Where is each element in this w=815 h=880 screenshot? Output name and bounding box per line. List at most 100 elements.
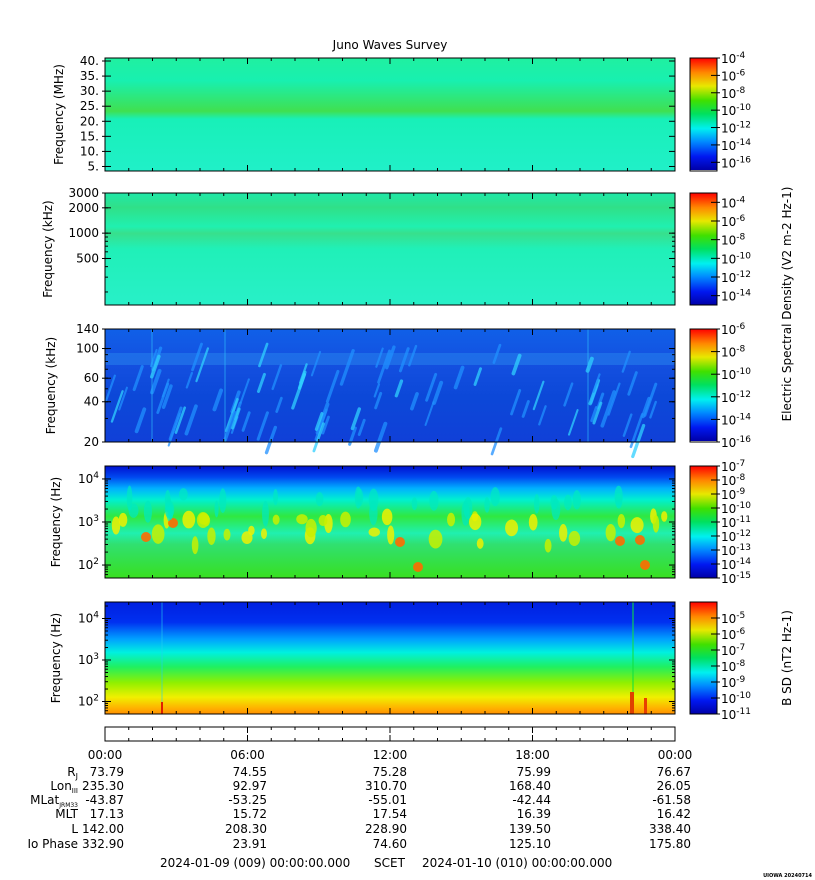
blob <box>354 486 362 509</box>
ytick-label: 104 <box>78 611 99 626</box>
cb-tick-label: 10-14 <box>721 138 751 153</box>
blob <box>615 493 623 509</box>
blob <box>490 487 500 507</box>
blob <box>617 513 626 529</box>
ytick-label: 1000 <box>68 226 99 240</box>
ephem-value: 125.10 <box>509 837 551 851</box>
blob <box>411 497 418 511</box>
ephem-value: 332.90 <box>82 837 124 851</box>
ephem-value: -61.58 <box>652 793 691 807</box>
cb-tick-label: 10-10 <box>721 251 751 266</box>
blob-hot <box>395 537 405 547</box>
streak <box>314 408 328 441</box>
streak <box>373 421 388 453</box>
cb-tick-label: 10-8 <box>721 473 746 488</box>
cb-tick-label: 10-9 <box>721 675 746 690</box>
blob <box>196 511 210 529</box>
streak <box>321 415 330 435</box>
cb-tick-label: 10-12 <box>721 121 751 136</box>
streak <box>310 350 322 377</box>
blob <box>630 517 644 534</box>
ytick-label: 500 <box>76 251 99 265</box>
colorbar-5-scale <box>690 602 717 714</box>
cb-tick-label: 10-10 <box>721 501 751 516</box>
streak <box>161 384 173 409</box>
colorbar-2-scale <box>690 193 717 305</box>
cb-ticks-2: 10-4 10-6 10-8 10-10 10-12 10-14 <box>689 192 751 306</box>
streak <box>256 411 269 441</box>
magnetic-colorbar-label: B SD (nT2 Hz-1) <box>780 610 794 706</box>
ephem-value: 23.91 <box>233 837 267 851</box>
cb-ticks-3: 10-6 10-8 10-10 10-12 10-14 10-16 <box>689 322 751 450</box>
ephem-value: 208.30 <box>225 822 267 836</box>
cb-frame <box>689 328 718 443</box>
streak <box>239 378 250 404</box>
ytick-label: 104 <box>78 471 99 486</box>
ephem-value: 26.05 <box>657 779 691 793</box>
ephem-value: -42.44 <box>512 793 551 807</box>
streak <box>473 367 482 386</box>
blob <box>661 511 668 522</box>
streak <box>592 373 601 393</box>
time-labels: 00:00 06:00 12:00 18:00 00:00 <box>88 748 693 762</box>
streak <box>453 365 465 390</box>
hot-5a <box>161 702 163 714</box>
blob <box>559 523 568 542</box>
streak <box>256 372 266 393</box>
cb-tick-label: 10-5 <box>721 611 745 626</box>
time-tick-label: 12:00 <box>373 748 408 762</box>
blob <box>248 525 255 536</box>
ytick-label: 60 <box>84 371 99 385</box>
ephem-value: 74.60 <box>373 837 407 851</box>
streak <box>492 343 502 364</box>
streak <box>223 410 237 442</box>
hot-5c <box>644 698 647 714</box>
blob <box>428 529 443 549</box>
cb-tick-label: 10-4 <box>721 195 746 210</box>
streak <box>377 349 391 384</box>
streak <box>230 407 241 430</box>
ephem-label: L <box>71 822 78 836</box>
streak <box>410 392 419 411</box>
time-tick-label: 00:00 <box>658 748 693 762</box>
blob <box>262 500 269 527</box>
ephem-value: 73.79 <box>90 765 124 779</box>
streak <box>271 364 283 391</box>
blob <box>447 512 456 527</box>
blob <box>387 525 395 545</box>
cb-tick-label: 10-10 <box>721 103 751 118</box>
ephem-value: 139.50 <box>509 822 551 836</box>
ephem-value: 15.72 <box>233 807 267 821</box>
streak <box>325 369 340 403</box>
streak <box>291 372 307 410</box>
blob <box>305 518 317 538</box>
ephem-value: -53.25 <box>228 793 267 807</box>
cb-ticks-4: 10-710-810-910-1010-1110-1210-1310-1410-… <box>689 459 751 586</box>
blob <box>528 514 538 531</box>
cb-frame <box>689 57 718 172</box>
streak <box>385 345 396 370</box>
spectrogram-2 <box>105 193 675 305</box>
streak <box>195 347 210 383</box>
streak <box>374 391 383 410</box>
streak <box>592 401 603 425</box>
blob <box>572 490 581 510</box>
blob <box>476 538 484 549</box>
yaxis-5: 104 103 102 <box>78 601 676 715</box>
ephem-value: 142.00 <box>82 822 124 836</box>
blob <box>168 503 174 520</box>
streak <box>357 418 366 436</box>
ytick-label: 100 <box>76 342 99 356</box>
cb-tick-label: 10-16 <box>721 435 751 450</box>
cb-tick-label: 10-15 <box>721 571 751 586</box>
blob-hot <box>413 562 423 572</box>
cb-tick-label: 10-12 <box>721 529 751 544</box>
streak <box>373 383 381 398</box>
blob <box>381 508 393 526</box>
time-tick-label: 00:00 <box>88 748 123 762</box>
ylabel-2: Frequency (kHz) <box>41 200 55 297</box>
ytick-label: 102 <box>78 557 99 572</box>
streak <box>314 412 324 431</box>
ephem-value: 310.70 <box>365 779 407 793</box>
